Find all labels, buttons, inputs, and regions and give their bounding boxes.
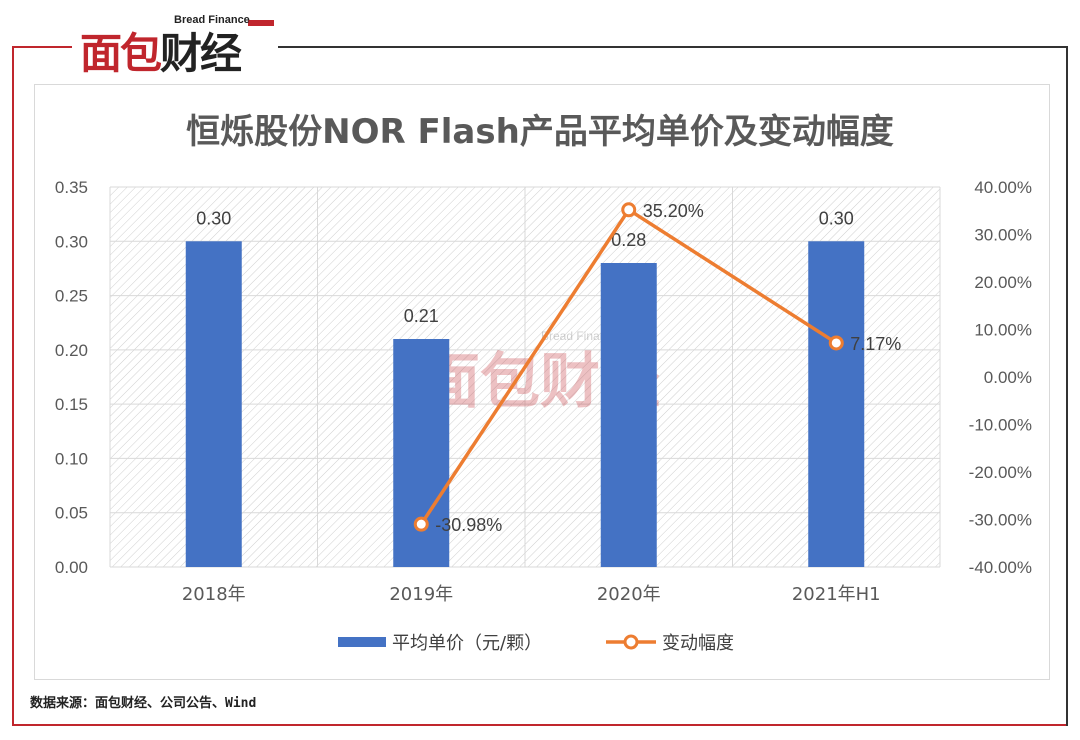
x-axis: 2018年 2019年 2020年 2021年H1 bbox=[182, 584, 881, 605]
bar bbox=[808, 241, 865, 568]
left-tick-label: 0.05 bbox=[55, 504, 88, 523]
left-tick-label: 0.20 bbox=[55, 341, 88, 360]
bar-value-label: 0.28 bbox=[611, 230, 646, 250]
right-tick-label: -20.00% bbox=[969, 463, 1032, 482]
left-tick-label: 0.00 bbox=[55, 558, 88, 577]
right-tick-label: 30.00% bbox=[974, 226, 1032, 245]
frame-top-border bbox=[278, 46, 1068, 48]
left-tick-label: 0.30 bbox=[55, 232, 88, 251]
gridlines bbox=[109, 186, 941, 568]
right-axis: -40.00% -30.00% -20.00% -10.00% 0.00% 10.00% 2… bbox=[969, 178, 1032, 577]
legend: 平均单价（元/颗） 变动幅度 bbox=[338, 633, 734, 654]
line-value-label: 7.17% bbox=[850, 334, 901, 354]
logo-accent-bar bbox=[248, 20, 274, 26]
legend-marker bbox=[623, 634, 639, 650]
category-label: 2021年H1 bbox=[792, 584, 881, 605]
category-label: 2020年 bbox=[597, 584, 661, 605]
frame-left-border bbox=[12, 46, 14, 726]
line-point bbox=[413, 516, 429, 532]
chart-title: 恒烁股份NOR Flash产品平均单价及变动幅度 bbox=[186, 112, 894, 152]
bar-series: 0.30 0.21 0.28 0.30 bbox=[185, 208, 865, 568]
logo-wordmark: 面包财经 bbox=[80, 29, 242, 78]
right-tick-label: 10.00% bbox=[974, 321, 1032, 340]
right-tick-label: -10.00% bbox=[969, 416, 1032, 435]
line-point bbox=[621, 202, 637, 218]
right-tick-label: 20.00% bbox=[974, 273, 1032, 292]
bar-value-label: 0.30 bbox=[196, 208, 231, 228]
category-label: 2019年 bbox=[389, 584, 453, 605]
left-tick-label: 0.15 bbox=[55, 395, 88, 414]
line-value-label: -30.98% bbox=[435, 515, 502, 535]
right-tick-label: -40.00% bbox=[969, 558, 1032, 577]
logo-subtitle: Bread Finance bbox=[174, 14, 250, 26]
legend-label-line: 变动幅度 bbox=[662, 633, 734, 654]
left-tick-label: 0.35 bbox=[55, 178, 88, 197]
line-series: -30.98% 35.20% 7.17% bbox=[413, 201, 901, 535]
left-tick-label: 0.25 bbox=[55, 287, 88, 306]
line-value-label: 35.20% bbox=[643, 201, 704, 221]
bar-value-label: 0.30 bbox=[819, 208, 854, 228]
right-tick-label: 0.00% bbox=[984, 368, 1032, 387]
bar bbox=[185, 241, 242, 568]
watermark-subtitle: Bread Finance bbox=[541, 329, 619, 343]
right-tick-label: -30.00% bbox=[969, 511, 1032, 530]
logo-text-main: 面包 bbox=[80, 29, 162, 78]
brand-logo: Bread Finance 面包财经 bbox=[74, 12, 278, 82]
source-note: 数据来源：面包财经、公司公告、Wind bbox=[30, 696, 257, 711]
bar bbox=[600, 263, 657, 567]
left-tick-label: 0.10 bbox=[55, 449, 88, 468]
line-point bbox=[828, 335, 844, 351]
right-tick-label: 40.00% bbox=[974, 178, 1032, 197]
frame-bottom-border bbox=[12, 724, 1068, 726]
legend-swatch-bar bbox=[338, 637, 386, 647]
bar-value-label: 0.21 bbox=[404, 306, 439, 326]
frame-top-left-border bbox=[12, 46, 72, 48]
logo-text-accent: 财经 bbox=[160, 29, 242, 78]
frame-right-border bbox=[1066, 46, 1068, 726]
left-axis: 0.00 0.05 0.10 0.15 0.20 0.25 0.30 0.35 bbox=[55, 178, 88, 577]
legend-label-bar: 平均单价（元/颗） bbox=[392, 633, 542, 654]
category-label: 2018年 bbox=[182, 584, 246, 605]
